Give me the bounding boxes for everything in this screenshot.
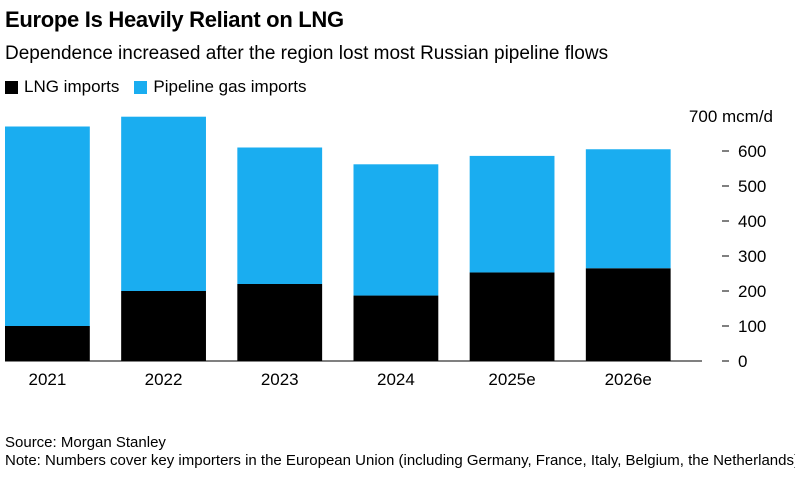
y-tick-label: 0 (738, 352, 747, 371)
x-tick-label: 2022 (145, 370, 183, 389)
bar-pipeline-2025e (469, 155, 555, 273)
bar-lng-2025e (469, 272, 555, 361)
legend-label-pipeline: Pipeline gas imports (153, 77, 307, 96)
chart-subtitle: Dependence increased after the region lo… (5, 43, 609, 64)
y-tick-label: 200 (738, 282, 766, 301)
x-tick-label: 2021 (28, 370, 66, 389)
y-tick-label: 700 mcm/d (689, 107, 773, 126)
bar-pipeline-2023 (237, 147, 323, 284)
y-tick-label: 600 (738, 142, 766, 161)
y-tick-label: 300 (738, 247, 766, 266)
x-tick-label: 2023 (261, 370, 299, 389)
source-text: Source: Morgan Stanley (5, 434, 166, 451)
legend-item-lng: LNG imports (5, 77, 119, 97)
legend-label-lng: LNG imports (24, 77, 120, 96)
bar-lng-2023 (237, 284, 323, 361)
bar-lng-2021 (5, 326, 90, 361)
note-text: Note: Numbers cover key importers in the… (5, 452, 795, 469)
bar-pipeline-2022 (121, 116, 206, 291)
legend-swatch-lng (5, 80, 18, 94)
bar-lng-2024 (353, 295, 439, 361)
x-tick-label: 2025e (488, 370, 535, 389)
footer: Source: Morgan Stanley Note: Numbers cov… (5, 434, 795, 482)
y-tick-label: 400 (738, 212, 766, 231)
chart-title: Europe Is Heavily Reliant on LNG (5, 7, 344, 32)
bar-pipeline-2024 (353, 164, 439, 296)
bar-pipeline-2026e (585, 149, 671, 269)
y-tick-label: 100 (738, 317, 766, 336)
legend: LNG imports Pipeline gas imports (5, 77, 322, 97)
x-tick-label: 2026e (605, 370, 652, 389)
bar-pipeline-2021 (5, 126, 90, 326)
x-tick-label: 2024 (377, 370, 415, 389)
bar-lng-2022 (121, 291, 206, 361)
y-tick-label: 500 (738, 177, 766, 196)
legend-item-pipeline: Pipeline gas imports (134, 77, 307, 97)
legend-swatch-pipeline (134, 80, 148, 94)
bar-lng-2026e (585, 268, 671, 361)
